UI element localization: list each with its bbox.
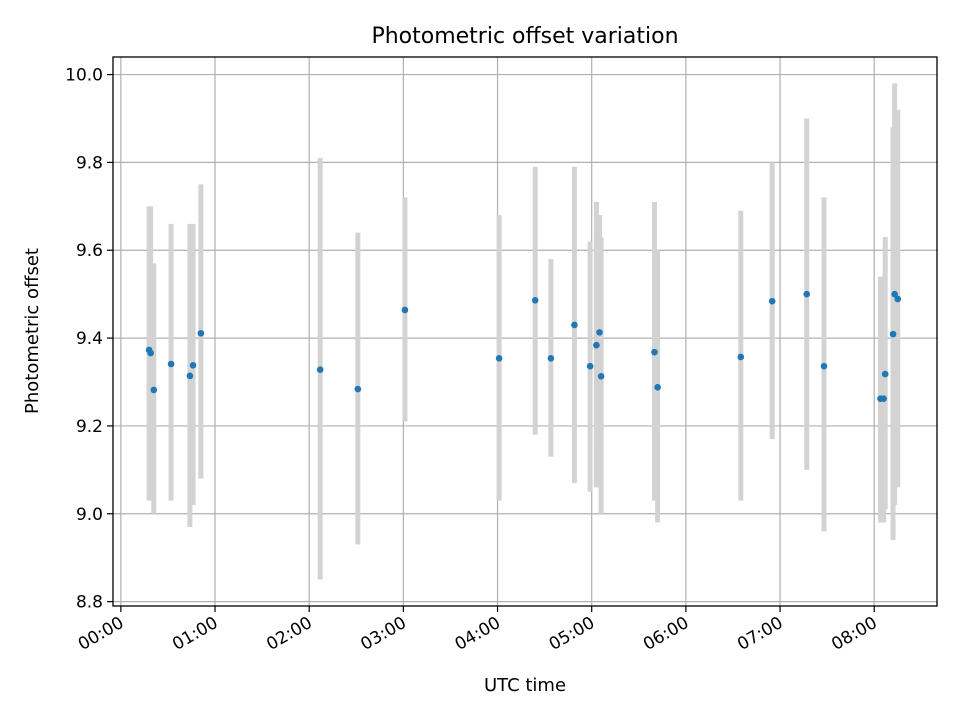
x-tick-label: 02:00	[263, 613, 315, 655]
y-axis: 8.8 9.0 9.2 9.4 9.6 9.8 10.0	[65, 66, 113, 613]
x-tick-label: 05:00	[546, 613, 598, 655]
data-point	[596, 329, 603, 336]
data-point	[651, 348, 658, 356]
data-point	[820, 362, 828, 370]
data-point	[531, 297, 539, 304]
x-tick-label: 06:00	[640, 613, 692, 655]
data-point	[147, 349, 154, 357]
y-tick-label: 8.8	[76, 593, 103, 613]
x-tick-label: 08:00	[828, 613, 880, 655]
grid	[113, 57, 937, 606]
chart-title: Photometric offset variation	[371, 24, 678, 49]
x-tick-label: 07:00	[734, 613, 786, 655]
data-point	[654, 383, 661, 391]
data-point	[891, 290, 898, 298]
data-point	[881, 370, 889, 378]
data-point	[401, 306, 409, 314]
data-point	[597, 372, 605, 380]
data-point	[894, 295, 902, 303]
data-point	[186, 372, 194, 380]
x-tick-label: 01:00	[169, 613, 221, 655]
y-tick-label: 10.0	[65, 66, 103, 86]
x-axis: 00:00 01:00 02:00 03:00 04:00 05:00 06:00 07:00…	[75, 606, 881, 655]
y-tick-label: 9.8	[76, 153, 103, 173]
x-tick-label: 03:00	[357, 613, 409, 655]
data-point	[354, 385, 362, 393]
data-point	[197, 329, 205, 337]
data-point	[768, 297, 776, 305]
y-tick-label: 9.6	[76, 241, 103, 261]
data-point	[571, 321, 578, 329]
data-point	[316, 366, 324, 374]
data-point	[803, 290, 811, 298]
data-point	[593, 341, 600, 349]
data-point	[150, 386, 158, 394]
data-point	[586, 362, 594, 370]
data-point	[880, 395, 887, 402]
plot-frame	[112, 56, 938, 607]
x-tick-label: 04:00	[452, 613, 504, 655]
y-axis-label: Photometric offset	[22, 248, 43, 414]
x-axis-label: UTC time	[484, 675, 566, 696]
y-tick-label: 9.0	[76, 505, 103, 525]
data-points	[145, 290, 902, 402]
data-point	[547, 354, 555, 362]
data-point	[189, 362, 197, 369]
y-tick-label: 9.2	[76, 417, 103, 437]
data-point	[737, 353, 745, 361]
x-tick-label: 00:00	[75, 613, 127, 655]
y-tick-label: 9.4	[76, 329, 103, 349]
data-point	[889, 330, 897, 338]
data-point	[495, 354, 503, 362]
data-point	[167, 360, 175, 368]
error-bars	[146, 83, 901, 580]
